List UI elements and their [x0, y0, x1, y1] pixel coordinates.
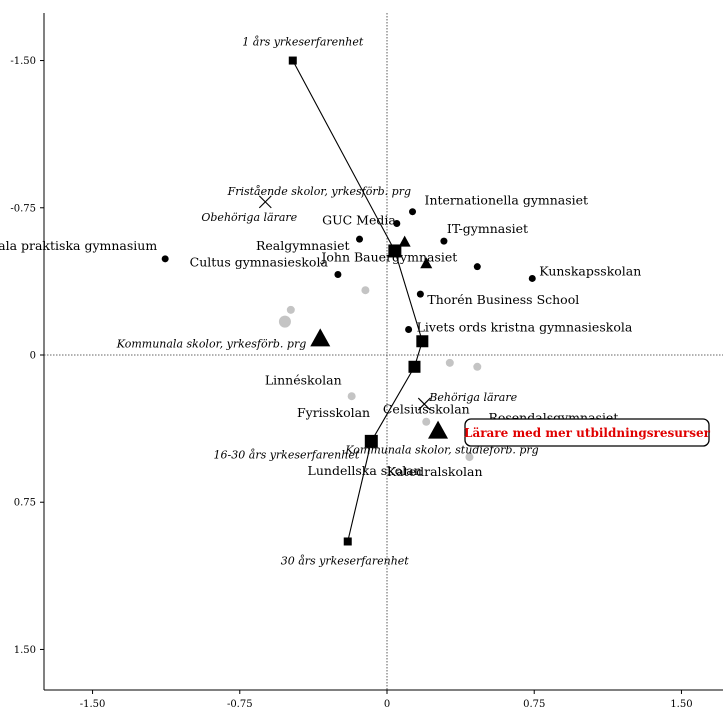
- school-point: [356, 235, 364, 243]
- grey-point: [445, 358, 454, 367]
- y-tick-label: -1.50: [10, 56, 36, 67]
- grey-points-layer: [278, 286, 482, 462]
- x-tick-label: -1.50: [80, 699, 106, 710]
- x-tick-label: 1.50: [670, 699, 692, 710]
- cross-marker: [258, 195, 272, 209]
- experience-square-marker: [364, 434, 378, 448]
- school-label: IT-gymnasiet: [447, 221, 528, 236]
- triangle-marker: [428, 420, 449, 439]
- school-label: Thorén Business School: [427, 292, 579, 307]
- x-tick-label: 0.75: [523, 699, 545, 710]
- triangle-label: Kommunala skolor, yrkesförb. prg: [116, 337, 306, 350]
- y-tick-label: 0: [30, 351, 36, 362]
- experience-square-marker: [408, 360, 421, 373]
- labels-layer: 1 års yrkeserfarenhet 16-30 års yrkeserfa…: [0, 36, 641, 568]
- other-school-label: Fyrisskolan: [297, 405, 370, 420]
- school-label: Internationella gymnasiet: [425, 193, 589, 208]
- school-point: [405, 325, 413, 333]
- callout-box: [464, 418, 710, 447]
- experience-label: 16-30 års yrkeserfarenhet: [214, 448, 360, 461]
- triangle-marker: [420, 257, 433, 269]
- triangle-label: Kommunala skolor, studieförb. prg: [344, 444, 538, 457]
- school-point: [161, 255, 169, 263]
- triangle-marker: [310, 328, 331, 347]
- y-tick-label: 0.75: [14, 498, 36, 509]
- x-tick-label: 0: [384, 699, 390, 710]
- grey-point: [286, 305, 295, 314]
- triangle-marker: [398, 235, 411, 247]
- cross-label: Obehöriga lärare: [201, 211, 297, 224]
- school-label: Realgymnasiet: [256, 238, 350, 253]
- school-label: Cultus gymnasieskola: [190, 255, 329, 270]
- experience-path-line: [292, 60, 423, 542]
- grey-point: [347, 392, 356, 401]
- school-point: [440, 237, 448, 245]
- experience-label: 30 års yrkeserfarenhet: [281, 554, 410, 567]
- school-label: Kunskapsskolan: [539, 263, 641, 278]
- school-label: Livets ords kristna gymnasieskola: [417, 319, 633, 334]
- experience-square-marker: [288, 56, 297, 65]
- experience-square-marker: [388, 244, 402, 258]
- cross-label: Behöriga lärare: [428, 391, 517, 404]
- grey-point: [465, 453, 474, 462]
- school-point: [393, 219, 401, 227]
- y-tick-label: 1.50: [14, 645, 36, 656]
- grey-point: [278, 315, 291, 328]
- callout-layer: Lärare med mer utbildningsresurser: [464, 418, 711, 447]
- axes-layer: -1.50 -0.75 0 0.75 1.50 -1.50 -0.75 0 0.75 1.50: [10, 13, 723, 710]
- experience-path-layer: [292, 60, 423, 542]
- cross-label: Fristående skolor, yrkesförb. prg: [227, 185, 411, 198]
- other-school-label: Celsiusskolan: [383, 402, 470, 417]
- experience-square-marker: [343, 537, 352, 546]
- school-point: [528, 274, 536, 282]
- school-point: [416, 290, 424, 298]
- school-point: [473, 263, 481, 271]
- grey-point: [473, 362, 482, 371]
- school-point: [334, 271, 342, 279]
- markers-layer: [161, 56, 536, 546]
- school-point: [409, 208, 417, 216]
- grey-point: [422, 417, 431, 426]
- other-school-label: Linnéskolan: [265, 373, 342, 388]
- school-label: John Bauergymnasiet: [319, 250, 457, 265]
- callout-text: Lärare med mer utbildningsresurser: [464, 426, 711, 440]
- experience-label: 1 års yrkeserfarenhet: [242, 36, 364, 49]
- x-tick-label: -0.75: [227, 699, 253, 710]
- other-school-label: Katedralskolan: [387, 464, 483, 479]
- grey-point: [361, 286, 370, 295]
- y-tick-label: -0.75: [10, 203, 36, 214]
- school-label: GUC Media: [322, 212, 396, 227]
- school-label: Uppsala praktiska gymnasium: [0, 238, 157, 253]
- cross-marker: [417, 397, 431, 411]
- other-school-label: Lundellska skolan: [308, 463, 422, 478]
- experience-square-marker: [416, 335, 429, 348]
